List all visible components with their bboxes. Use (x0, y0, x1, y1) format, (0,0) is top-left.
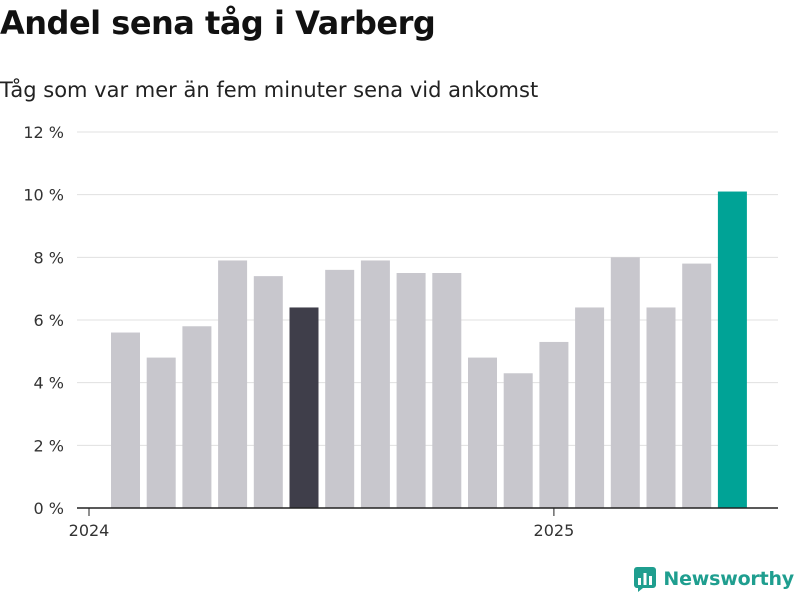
bar-2025-04 (646, 307, 676, 508)
x-axis: 2024 2025 (69, 507, 778, 540)
bar-2025-01 (539, 341, 569, 508)
bar-2024-06 (289, 307, 319, 508)
bar-2024-09 (396, 273, 426, 508)
brand-name: Newsworthy (663, 568, 794, 590)
bar-2024-01 (111, 332, 140, 508)
y-tick-label: 10 % (23, 186, 64, 205)
bar-2024-04 (218, 260, 248, 508)
bar-2024-10 (432, 273, 462, 508)
chart-subtitle: Tåg som var mer än fem minuter sena vid … (0, 78, 539, 102)
bar-2024-02 (146, 357, 176, 508)
chart-title: Andel sena tåg i Varberg (0, 4, 436, 42)
bar-2024-05 (253, 276, 283, 508)
x-tick-label: 2025 (534, 521, 575, 540)
bars (111, 191, 747, 509)
y-tick-label: 0 % (34, 499, 64, 518)
y-tick-label: 12 % (23, 123, 64, 142)
y-axis-labels: 0 % 2 % 4 % 6 % 8 % 10 % 12 % (23, 123, 64, 518)
newsworthy-brand[interactable]: Newsworthy (633, 566, 794, 592)
y-tick-label: 6 % (34, 311, 64, 330)
bar-2025-02 (575, 307, 605, 508)
bar-2025-03 (610, 257, 640, 508)
bar-2024-08 (360, 260, 390, 508)
bar-2024-07 (325, 269, 355, 508)
bar-2024-03 (182, 326, 212, 508)
bar-2024-12 (503, 373, 533, 508)
y-tick-label: 4 % (34, 374, 64, 393)
y-tick-label: 8 % (34, 248, 64, 267)
bar-2024-11 (468, 357, 497, 508)
bar-2025-05 (682, 263, 712, 508)
x-tick-label: 2024 (69, 521, 110, 540)
y-tick-label: 2 % (34, 436, 64, 455)
bar-2025-06 (717, 191, 747, 509)
newsworthy-logo-icon (634, 567, 657, 592)
